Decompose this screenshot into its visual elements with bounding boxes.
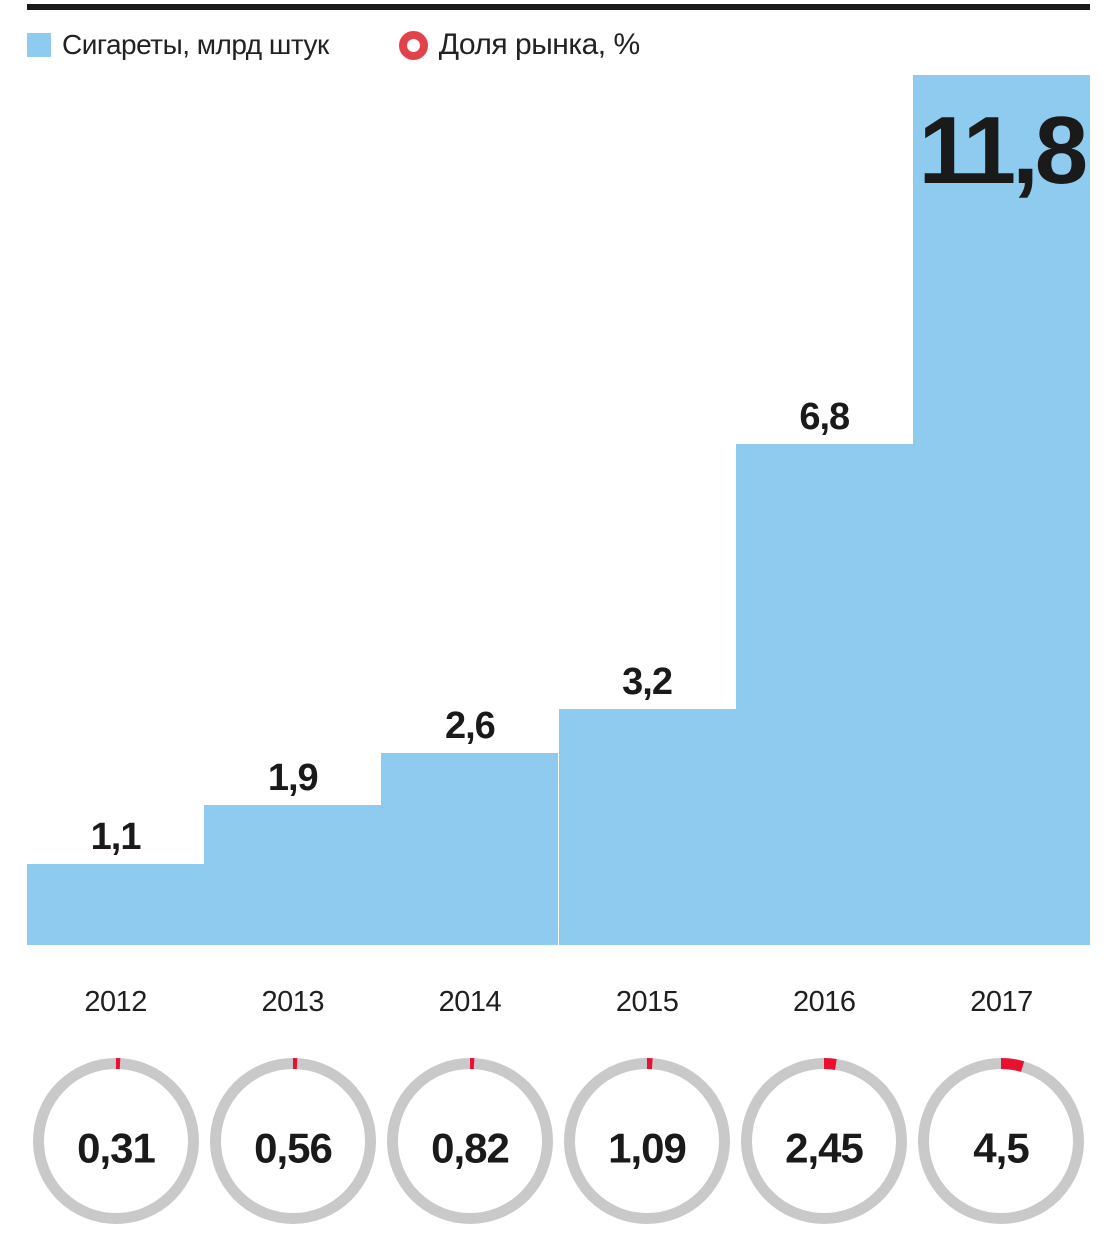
legend-label-cigarettes: Сигареты, млрд штук [62, 29, 329, 60]
bar-column-2013: 1,9 [204, 65, 382, 945]
bar-2016 [735, 443, 913, 945]
legend-label-market-share: Доля рынка, % [438, 28, 640, 61]
bar-column-2012: 1,1 [27, 65, 205, 945]
legend: Сигареты, млрд штук Доля рынка, % [27, 28, 640, 62]
donut-gauge-icon: 0,56 [209, 1058, 376, 1224]
legend-item-market-share: Доля рынка, % [398, 28, 640, 62]
year-label-2014: 2014 [438, 986, 502, 1018]
bar-value-label-2016: 6,8 [799, 395, 850, 438]
bar-column-2017: 11,8 [912, 65, 1090, 945]
bar-2014 [381, 753, 559, 945]
market-share-donut-2014: 0,82 [381, 1056, 558, 1226]
svg-text:1,09: 1,09 [608, 1125, 686, 1172]
svg-text:0,56: 0,56 [254, 1125, 332, 1172]
year-label-2016: 2016 [793, 986, 856, 1018]
svg-text:0,82: 0,82 [431, 1125, 509, 1172]
x-axis-year-labels: 2012 2013 2014 2015 2016 2017 [27, 986, 1090, 1019]
bar-column-2014: 2,6 [381, 65, 559, 945]
top-divider-rule [27, 4, 1090, 10]
bar-value-label-2014: 2,6 [444, 705, 496, 748]
donut-gauge-icon: 1,09 [564, 1057, 731, 1224]
step-bar-chart: 1,1 1,9 2,6 3,2 6,8 11,8 [27, 65, 1090, 945]
bar-value-label-2017: 11,8 [918, 97, 1089, 204]
year-label-2017: 2017 [970, 986, 1033, 1018]
market-share-donut-2016: 2,45 [736, 1056, 913, 1226]
market-share-donut-row: 0,31 0,56 0,82 1,09 2,45 4,5 [27, 1056, 1090, 1226]
donut-gauge-icon: 2,45 [741, 1058, 908, 1224]
bar-value-label-2012: 1,1 [90, 815, 142, 858]
year-label-2012: 2012 [84, 986, 147, 1018]
market-share-donut-2017: 4,5 [913, 1056, 1090, 1226]
legend-item-cigarettes: Сигареты, млрд штук [27, 29, 329, 61]
market-share-donut-2015: 1,09 [559, 1056, 736, 1226]
donut-gauge-icon: 4,5 [918, 1058, 1085, 1224]
bar-2012 [27, 863, 205, 945]
svg-text:4,5: 4,5 [974, 1125, 1030, 1172]
svg-text:2,45: 2,45 [785, 1125, 863, 1172]
donut-gauge-icon: 0,82 [386, 1058, 553, 1224]
bar-value-label-2013: 1,9 [267, 756, 319, 799]
bar-column-2016: 6,8 [735, 65, 913, 945]
svg-text:0,31: 0,31 [77, 1125, 155, 1172]
bar-column-2015: 3,2 [558, 65, 736, 945]
blue-square-swatch-icon [27, 33, 51, 57]
market-share-donut-2012: 0,31 [27, 1056, 204, 1226]
market-share-donut-2013: 0,56 [204, 1056, 381, 1226]
bar-value-label-2015: 3,2 [622, 661, 673, 704]
year-label-2013: 2013 [261, 986, 325, 1018]
red-ring-swatch-icon [398, 30, 428, 60]
bar-2013 [204, 804, 382, 945]
bar-2017 [912, 75, 1090, 945]
bar-2015 [558, 709, 736, 945]
year-label-2015: 2015 [615, 986, 679, 1018]
donut-gauge-icon: 0,31 [32, 1058, 199, 1224]
